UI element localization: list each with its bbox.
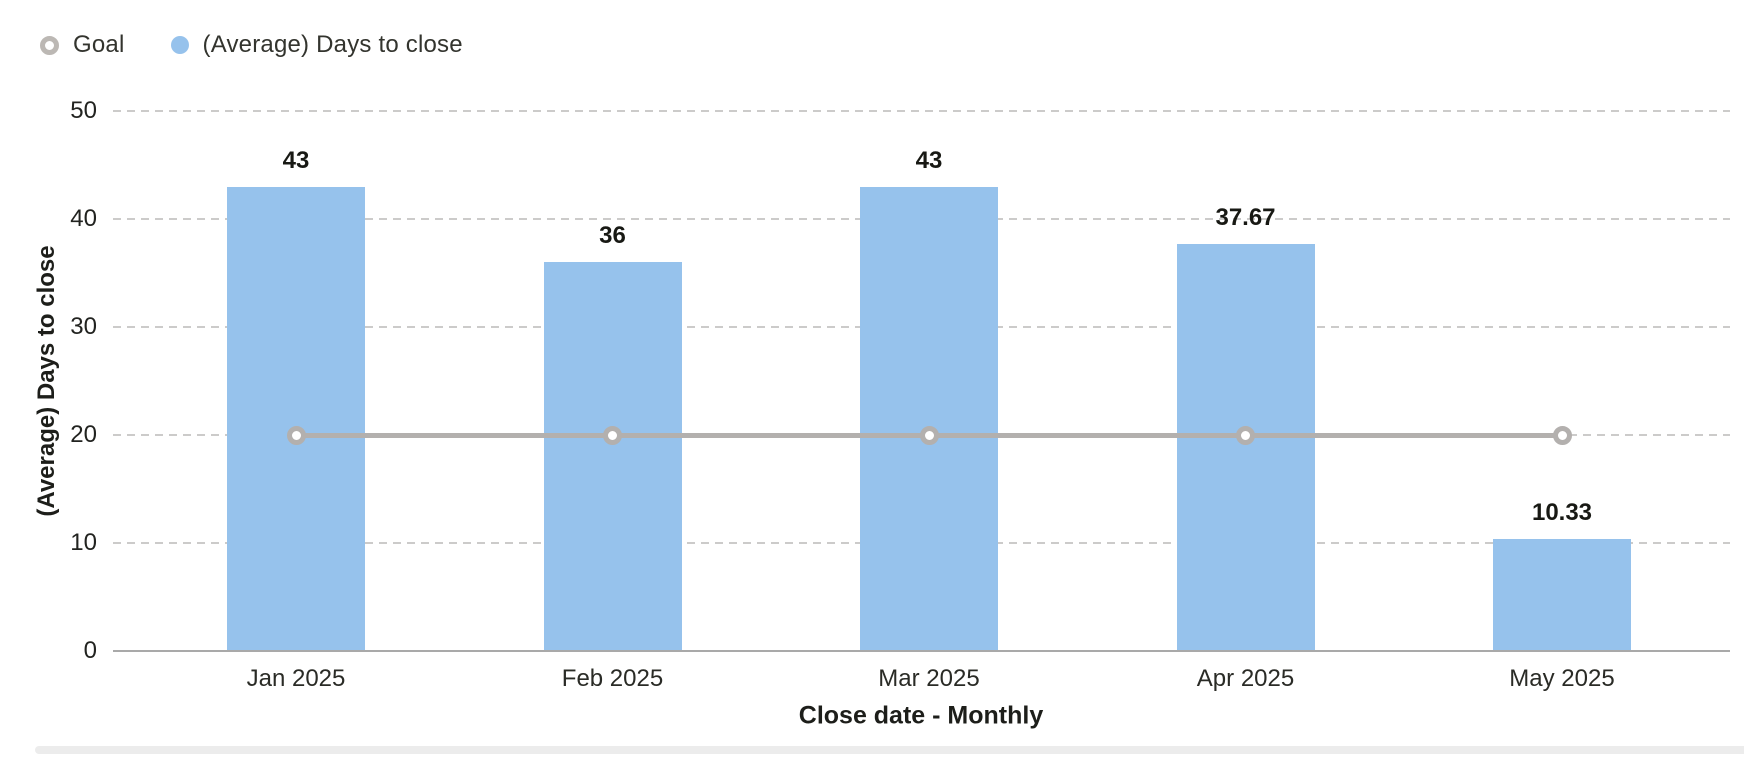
y-tick-label: 40 (70, 205, 97, 232)
y-axis-title: (Average) Days to close (33, 245, 60, 517)
y-tick-label: 50 (70, 97, 97, 124)
goal-point[interactable] (1552, 425, 1572, 445)
x-axis-line (113, 650, 1730, 652)
open-circle-icon (40, 35, 59, 55)
legend-item-days-to-close[interactable]: (Average) Days to close (170, 31, 463, 59)
legend-item-goal[interactable]: Goal (40, 31, 125, 59)
bottom-divider (35, 746, 1744, 754)
chart-legend: Goal (Average) Days to close (40, 31, 463, 59)
bar-apr-2025[interactable] (1176, 244, 1315, 651)
bar-value-label: 37.67 (1215, 204, 1276, 232)
x-tick-label: Apr 2025 (1196, 665, 1295, 692)
bar-value-label: 10.33 (1531, 499, 1593, 527)
bar-mar-2025[interactable] (860, 186, 998, 651)
y-tick-label: 20 (70, 421, 97, 448)
legend-label-days-to-close: (Average) Days to close (202, 31, 463, 58)
bar-value-label: 36 (599, 222, 626, 250)
x-tick-label: Jan 2025 (246, 665, 346, 692)
bar-jan-2025[interactable] (227, 186, 365, 651)
x-tick-label: Mar 2025 (878, 665, 980, 692)
filled-circle-icon (170, 36, 189, 54)
bar-value-label: 43 (282, 146, 310, 174)
goal-point[interactable] (919, 425, 939, 445)
goal-point[interactable] (286, 425, 306, 445)
bar-may-2025[interactable] (1493, 539, 1631, 651)
bar-feb-2025[interactable] (543, 262, 682, 651)
y-tick-label: 0 (83, 637, 97, 664)
goal-point[interactable] (1236, 425, 1255, 445)
goal-point[interactable] (603, 425, 622, 445)
x-tick-label: Feb 2025 (561, 665, 664, 692)
bar-value-label: 43 (915, 146, 943, 174)
y-tick-label: 10 (70, 529, 97, 556)
gridline (113, 110, 1730, 112)
x-axis-title: Close date - Monthly (798, 701, 1044, 730)
legend-label-goal: Goal (73, 31, 125, 58)
x-tick-label: May 2025 (1509, 665, 1615, 692)
y-tick-label: 30 (70, 313, 97, 340)
